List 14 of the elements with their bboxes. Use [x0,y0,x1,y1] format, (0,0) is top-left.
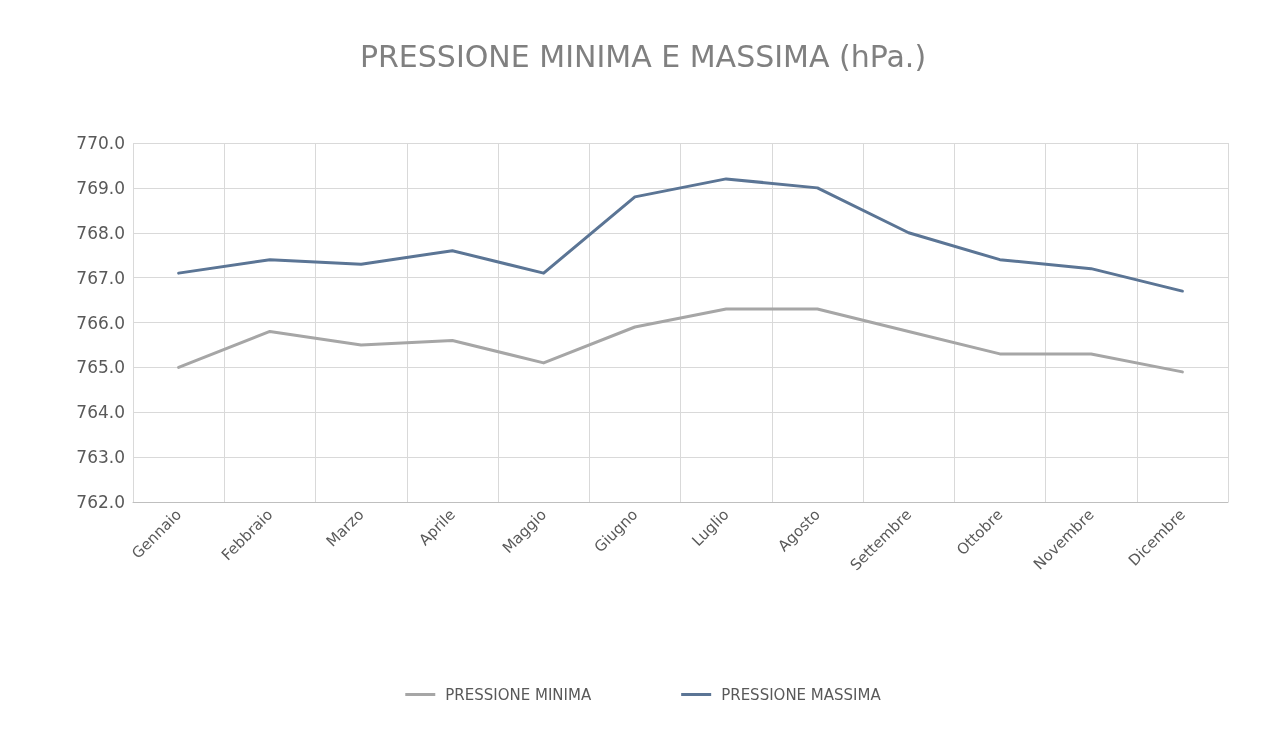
y-tick-label: 762.0 [76,492,125,512]
line-series [177,177,1184,293]
y-tick-label: 766.0 [76,312,125,333]
y-tick-label: 767.0 [76,267,125,288]
line-series [177,307,1184,374]
y-tick-label: 769.0 [76,177,125,198]
y-tick-label: 770.0 [76,133,125,153]
y-tick-label: 764.0 [76,402,125,423]
y-tick-label: 768.0 [76,222,125,243]
y-tick-label: 765.0 [76,357,125,378]
chart-title: PRESSIONE MINIMA E MASSIMA (hPa.) [359,38,927,74]
legend-label: PRESSIONE MASSIMA [721,685,882,704]
y-tick-label: 763.0 [76,447,125,468]
legend-label: PRESSIONE MINIMA [445,685,592,704]
